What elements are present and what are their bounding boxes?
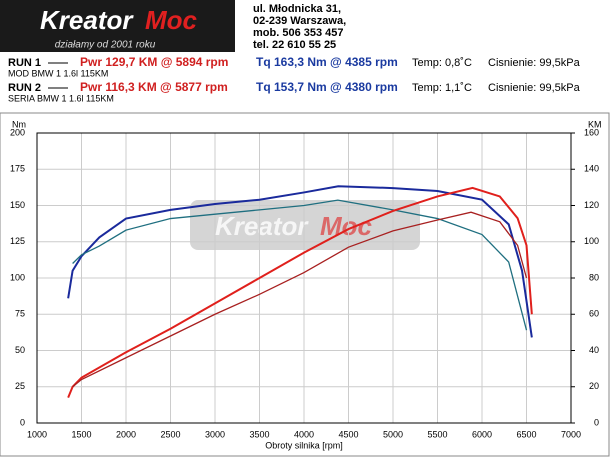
- run-pressure: Cisnienie: 99,5kPa: [488, 57, 581, 69]
- y-tick-label: 175: [10, 164, 25, 174]
- y2-tick-label: 20: [589, 381, 599, 391]
- series-line: [67, 185, 533, 338]
- x-tick-label: 1000: [27, 429, 47, 439]
- y2-tick-label: 60: [589, 309, 599, 319]
- x-axis-label: Obroty silnika [rpm]: [265, 440, 343, 450]
- series-line: [72, 211, 528, 388]
- x-tick-label: 5500: [427, 429, 447, 439]
- run-label: RUN 2: [8, 82, 41, 94]
- address: mob. 506 353 457: [253, 27, 344, 39]
- chart-frame: [0, 112, 610, 457]
- y2-tick-label: 140: [584, 164, 599, 174]
- series-line: [67, 186, 533, 399]
- y2-tick-label: 160: [584, 127, 599, 137]
- y-tick-label: 75: [15, 309, 25, 319]
- x-tick-label: 5000: [383, 429, 403, 439]
- logo-text: Moc: [145, 5, 198, 35]
- series-line: [72, 199, 528, 331]
- run-car: SERIA BMW 1 1.6l 115KM: [8, 93, 114, 103]
- x-tick-label: 2500: [160, 429, 180, 439]
- logo-box: [0, 0, 235, 52]
- x-tick-label: 4000: [294, 429, 314, 439]
- y-tick-label: 100: [10, 272, 25, 282]
- run-car: MOD BMW 1 1.6l 115KM: [8, 68, 108, 78]
- y2-tick-label: 100: [584, 236, 599, 246]
- y-axis-label: Nm: [12, 119, 26, 129]
- y2-tick-label: 40: [589, 345, 599, 355]
- y-tick-label: 200: [10, 127, 25, 137]
- logo-text: Kreator: [40, 5, 134, 35]
- y-tick-label: 150: [10, 200, 25, 210]
- run-power: Pwr 129,7 KM @ 5894 rpm: [80, 55, 228, 69]
- y-tick-label: 50: [15, 345, 25, 355]
- address: tel. 22 610 55 25: [253, 39, 336, 51]
- address: 02-239 Warszawa,: [253, 15, 346, 27]
- x-tick-label: 3500: [249, 429, 269, 439]
- x-tick-label: 7000: [561, 429, 581, 439]
- run-power: Pwr 116,3 KM @ 5877 rpm: [80, 80, 228, 94]
- run-temp: Temp: 0,8˚C: [412, 57, 472, 69]
- run-label: RUN 1: [8, 57, 41, 69]
- watermark: [190, 200, 420, 250]
- y2-tick-label: 80: [589, 272, 599, 282]
- x-tick-label: 4500: [338, 429, 358, 439]
- y2-axis-label: KM: [588, 119, 602, 129]
- watermark-text: Moc: [320, 211, 373, 241]
- run-torque: Tq 163,3 Nm @ 4385 rpm: [256, 55, 398, 69]
- run-torque: Tq 153,7 Nm @ 4380 rpm: [256, 80, 398, 94]
- x-tick-label: 6000: [472, 429, 492, 439]
- address: ul. Młodnicka 31,: [253, 3, 341, 15]
- y2-tick-label: 120: [584, 200, 599, 210]
- run-pressure: Cisnienie: 99,5kPa: [488, 82, 581, 94]
- x-tick-label: 6500: [516, 429, 536, 439]
- x-tick-label: 2000: [116, 429, 136, 439]
- watermark-text: Kreator: [215, 211, 309, 241]
- y-tick-label: 125: [10, 236, 25, 246]
- run-temp: Temp: 1,1˚C: [412, 82, 472, 94]
- y-tick-label: 25: [15, 381, 25, 391]
- y-tick-label: 0: [20, 417, 25, 427]
- y2-tick-label: 0: [594, 417, 599, 427]
- x-tick-label: 3000: [205, 429, 225, 439]
- plot-frame: [36, 132, 572, 424]
- x-tick-label: 1500: [71, 429, 91, 439]
- slogan: działamy od 2001 roku: [55, 40, 156, 51]
